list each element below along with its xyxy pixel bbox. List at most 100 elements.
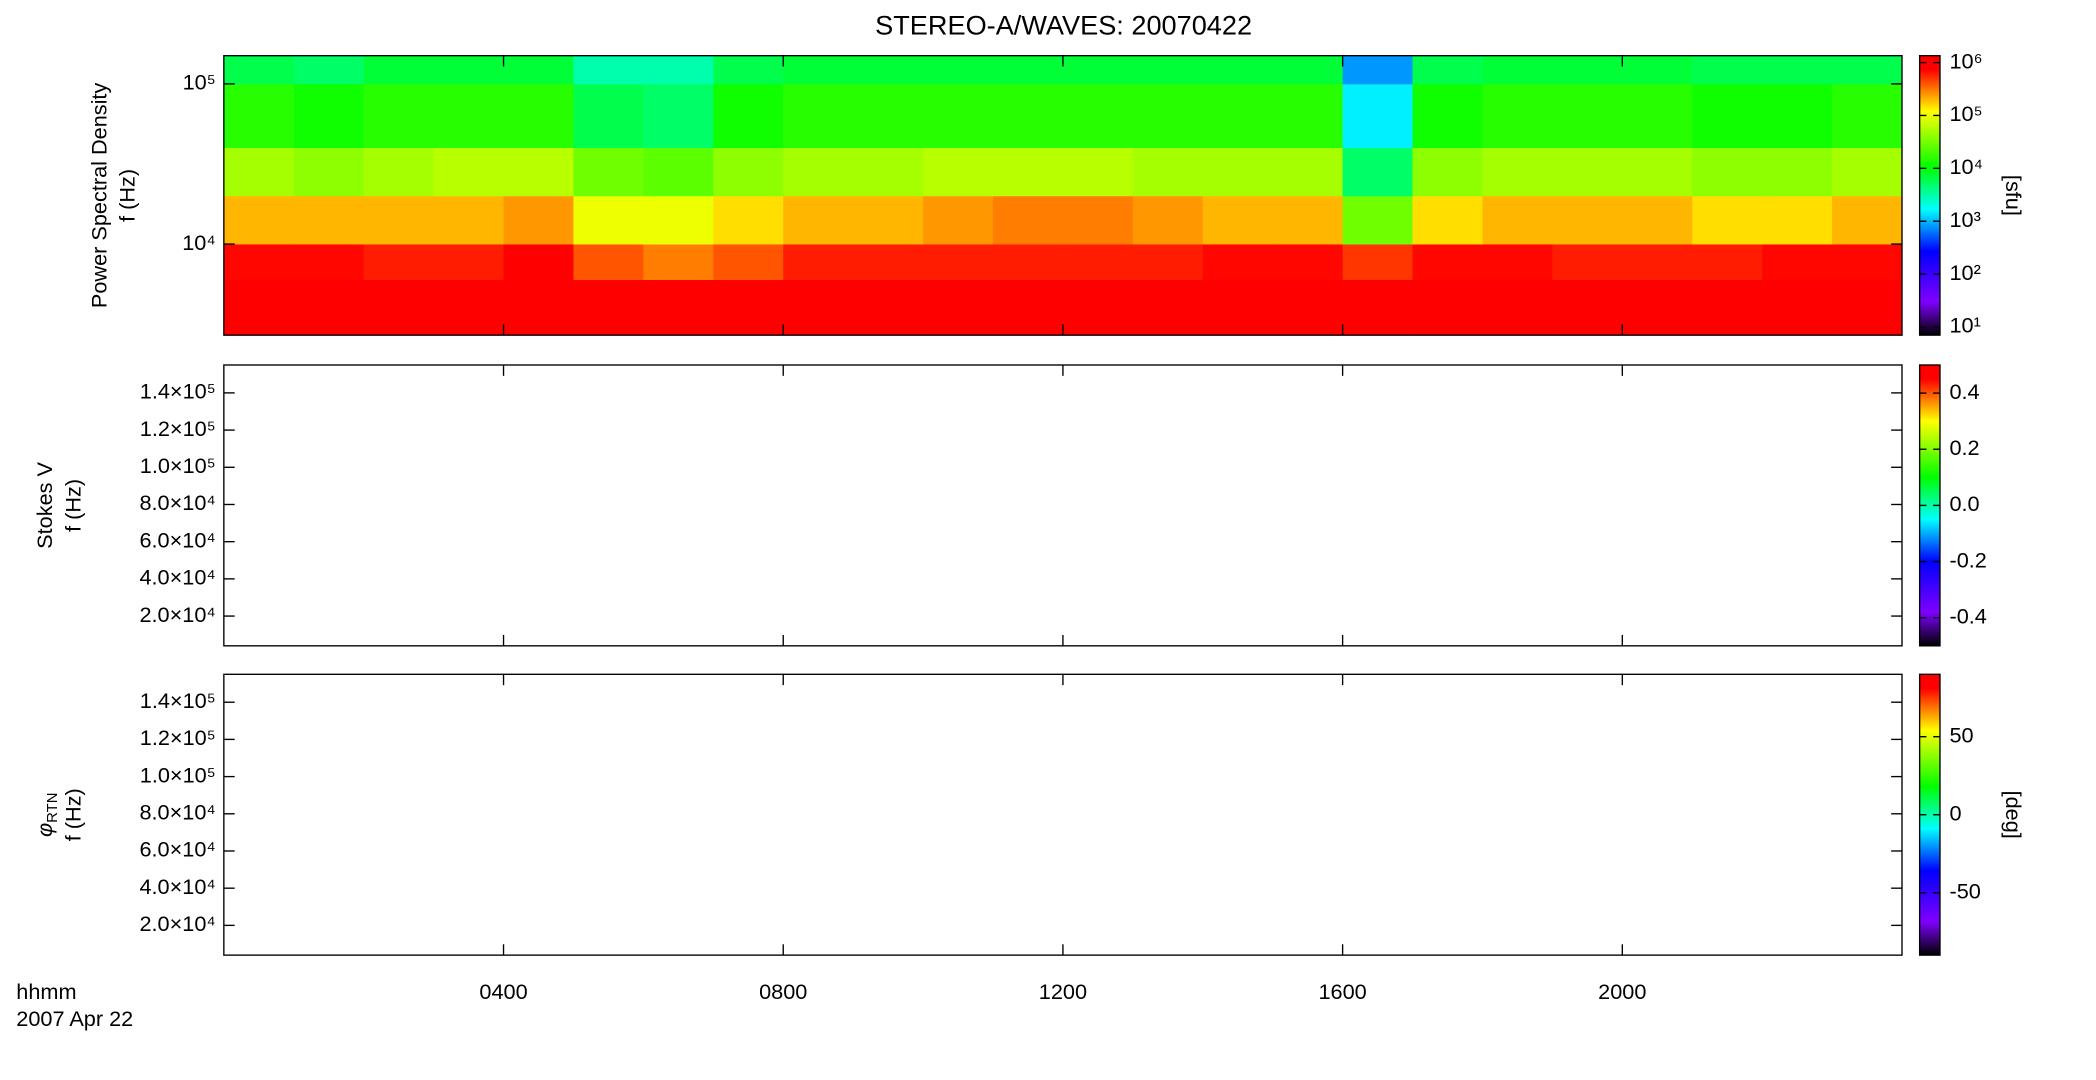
colorbar-tick-label: -0.4 [1949,603,1986,628]
colorbar-tick-label: 10⁵ [1949,101,1982,126]
heatmap-cell [992,195,1064,245]
heatmap-cell [223,55,295,85]
heatmap-cell [223,195,295,245]
heatmap-cell [1342,83,1413,149]
colorbar-tick-label: 10⁶ [1949,48,1982,73]
colorbar-tick-label: 10⁴ [1949,154,1982,179]
heatmap-cell [1692,55,1763,85]
y-axis-unit: f (Hz) [115,169,140,222]
colorbar [1918,55,1941,336]
heatmap-cell [223,279,295,336]
heatmap-cell [1412,244,1483,281]
heatmap-cell [223,244,295,281]
heatmap-cell [363,244,435,281]
heatmap-cell [1412,147,1483,197]
heatmap-cell [1832,83,1903,149]
heatmap-cell [1132,55,1204,85]
heatmap-cell [1272,195,1344,245]
heatmap-cell [783,147,854,197]
heatmap-cell [1272,83,1344,149]
colorbar-tick-label: 0.0 [1949,491,1979,516]
y-tick-label: 6.0×10⁴ [139,837,215,862]
heatmap-cell [923,55,994,85]
y-tick-label: 1.0×10⁵ [140,762,216,787]
heatmap-cell [992,147,1064,197]
heatmap-cell [293,195,365,245]
heatmap-cell [433,55,504,85]
heatmap-cell [1692,279,1763,336]
heatmap-cell [923,244,994,281]
heatmap-cell [643,147,714,197]
heatmap-cell [1832,279,1903,336]
x-axis-label: hhmm [16,979,76,1004]
heatmap-cell [363,195,435,245]
y-tick-label: 6.0×10⁴ [139,527,215,552]
heatmap-cell [1132,195,1204,245]
heatmap-cell [1132,83,1204,149]
colorbar-label: [sfu] [2001,175,2026,216]
y-tick-label: 2.0×10⁴ [139,911,215,936]
heatmap-cell [293,83,365,149]
heatmap-cell [783,244,854,281]
y-tick-label: 10⁵ [183,70,216,95]
heatmap-cell [643,55,714,85]
heatmap-cell [1202,83,1274,149]
heatmap-cell [783,55,854,85]
heatmap-cell [643,244,714,281]
heatmap-cell [223,83,295,149]
heatmap-cell [503,55,574,85]
heatmap-cell [853,83,924,149]
heatmap-cell [1622,83,1693,149]
heatmap-cell [1412,195,1483,245]
heatmap-cell [923,195,994,245]
heatmap-cell [573,244,644,281]
heatmap-cell [713,147,784,197]
heatmap-cell [923,279,994,336]
heatmap-cell [783,83,854,149]
date-label: 2007 Apr 22 [16,1006,133,1031]
colorbar-tick-label: 0.4 [1949,379,1979,404]
heatmap-cell [1552,244,1623,281]
heatmap-cell [1062,244,1134,281]
heatmap-cell [433,279,504,336]
heatmap-cell [992,83,1064,149]
heatmap-cell [713,244,784,281]
heatmap-cell [433,244,504,281]
heatmap-cell [1552,195,1623,245]
y-tick-label: 8.0×10⁴ [139,490,215,515]
heatmap-cell [992,244,1064,281]
heatmap-cell [1762,147,1833,197]
heatmap-cell [853,279,924,336]
heatmap-cell [1482,147,1553,197]
colorbar-tick-label: 0.2 [1949,435,1979,460]
heatmap-cell [1202,244,1274,281]
heatmap-cell [1622,55,1693,85]
y-tick-label: 1.4×10⁵ [140,688,216,713]
y-axis-unit: f (Hz) [60,479,85,532]
colorbar-tick-label: 0 [1949,800,1961,825]
y-tick-label: 1.2×10⁵ [140,725,216,750]
heatmap-cell [853,244,924,281]
heatmap-cell [1272,55,1344,85]
heatmap-cell [1272,244,1344,281]
heatmap-cell [503,279,574,336]
x-tick-label: 0800 [759,979,807,1004]
colorbar-tick-label: -0.2 [1949,547,1986,572]
chart-title: STEREO-A/WAVES: 20070422 [875,9,1252,40]
heatmap-cell [1342,279,1413,336]
heatmap-cell [293,279,365,336]
heatmap-cell [1412,279,1483,336]
heatmap-cell [573,279,644,336]
heatmap-cell [223,147,295,197]
heatmap-cell [573,147,644,197]
heatmap-cell [573,83,644,149]
heatmap-cell [433,195,504,245]
y-axis-label-sub: RTN [44,792,61,822]
heatmap-cell [363,83,435,149]
heatmap-cell [1342,55,1413,85]
heatmap-cell [1762,279,1833,336]
colorbar-tick-label: -50 [1949,878,1980,903]
heatmap-cell [1832,55,1903,85]
heatmap-cell [1482,279,1553,336]
heatmap-cell [433,147,504,197]
